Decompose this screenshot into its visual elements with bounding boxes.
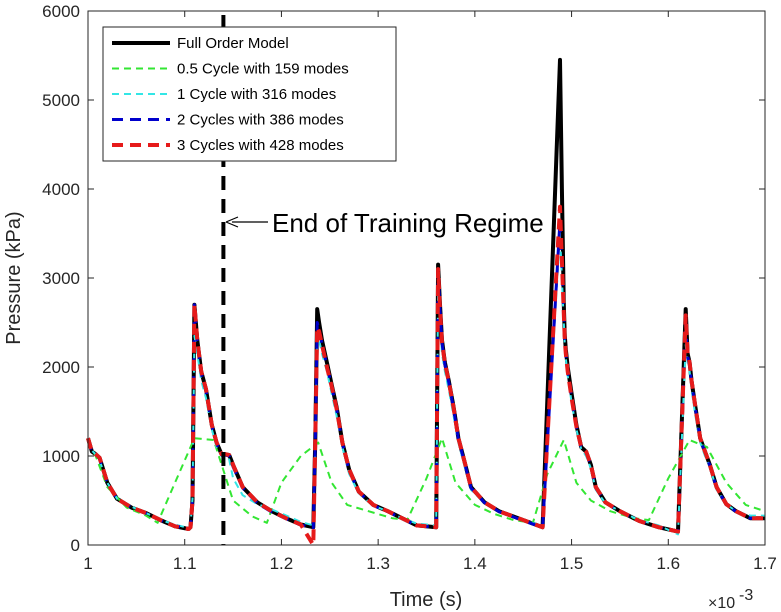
x-tick-label: 1.3 [366,554,390,573]
y-tick-label: 0 [71,536,80,555]
x-axis-label: Time (s) [390,589,463,611]
annotation-text: End of Training Regime [272,208,544,238]
legend-label: 2 Cycles with 386 modes [177,112,344,129]
y-tick-label: 6000 [42,2,80,21]
training-annotation: End of Training Regime [225,208,544,238]
x-tick-label: 1.5 [560,554,584,573]
y-tick-label: 1000 [42,447,80,466]
y-tick-label: 4000 [42,180,80,199]
y-axis-label: Pressure (kPa) [3,211,25,344]
x-tick-label: 1.1 [173,554,197,573]
series-line-1 [87,437,766,524]
x-tick-label: 1.7 [753,554,777,573]
y-tick-label: 2000 [42,358,80,377]
legend-label: 1 Cycle with 316 modes [177,86,336,103]
y-tick-label: 3000 [42,269,80,288]
y-tick-label: 5000 [42,91,80,110]
legend-label: 0.5 Cycle with 159 modes [177,61,349,78]
x-exponent: ×10 -3 [708,587,753,612]
legend-label: Full Order Model [177,35,289,52]
series-line-2 [87,232,765,536]
x-tick-label: 1.4 [463,554,487,573]
legend-label: 3 Cycles with 428 modes [177,137,344,154]
legend: Full Order Model 0.5 Cycle with 159 modes… [102,26,397,162]
svg-text:-3: -3 [739,587,753,604]
annotation-arrow-head [225,216,239,228]
x-tick-label: 1.6 [656,554,680,573]
x-tick-label: 1.2 [270,554,294,573]
legend-box [102,26,397,162]
series-line-4 [86,204,765,547]
svg-text:×10: ×10 [708,595,735,612]
x-tick-label: 1 [83,554,92,573]
